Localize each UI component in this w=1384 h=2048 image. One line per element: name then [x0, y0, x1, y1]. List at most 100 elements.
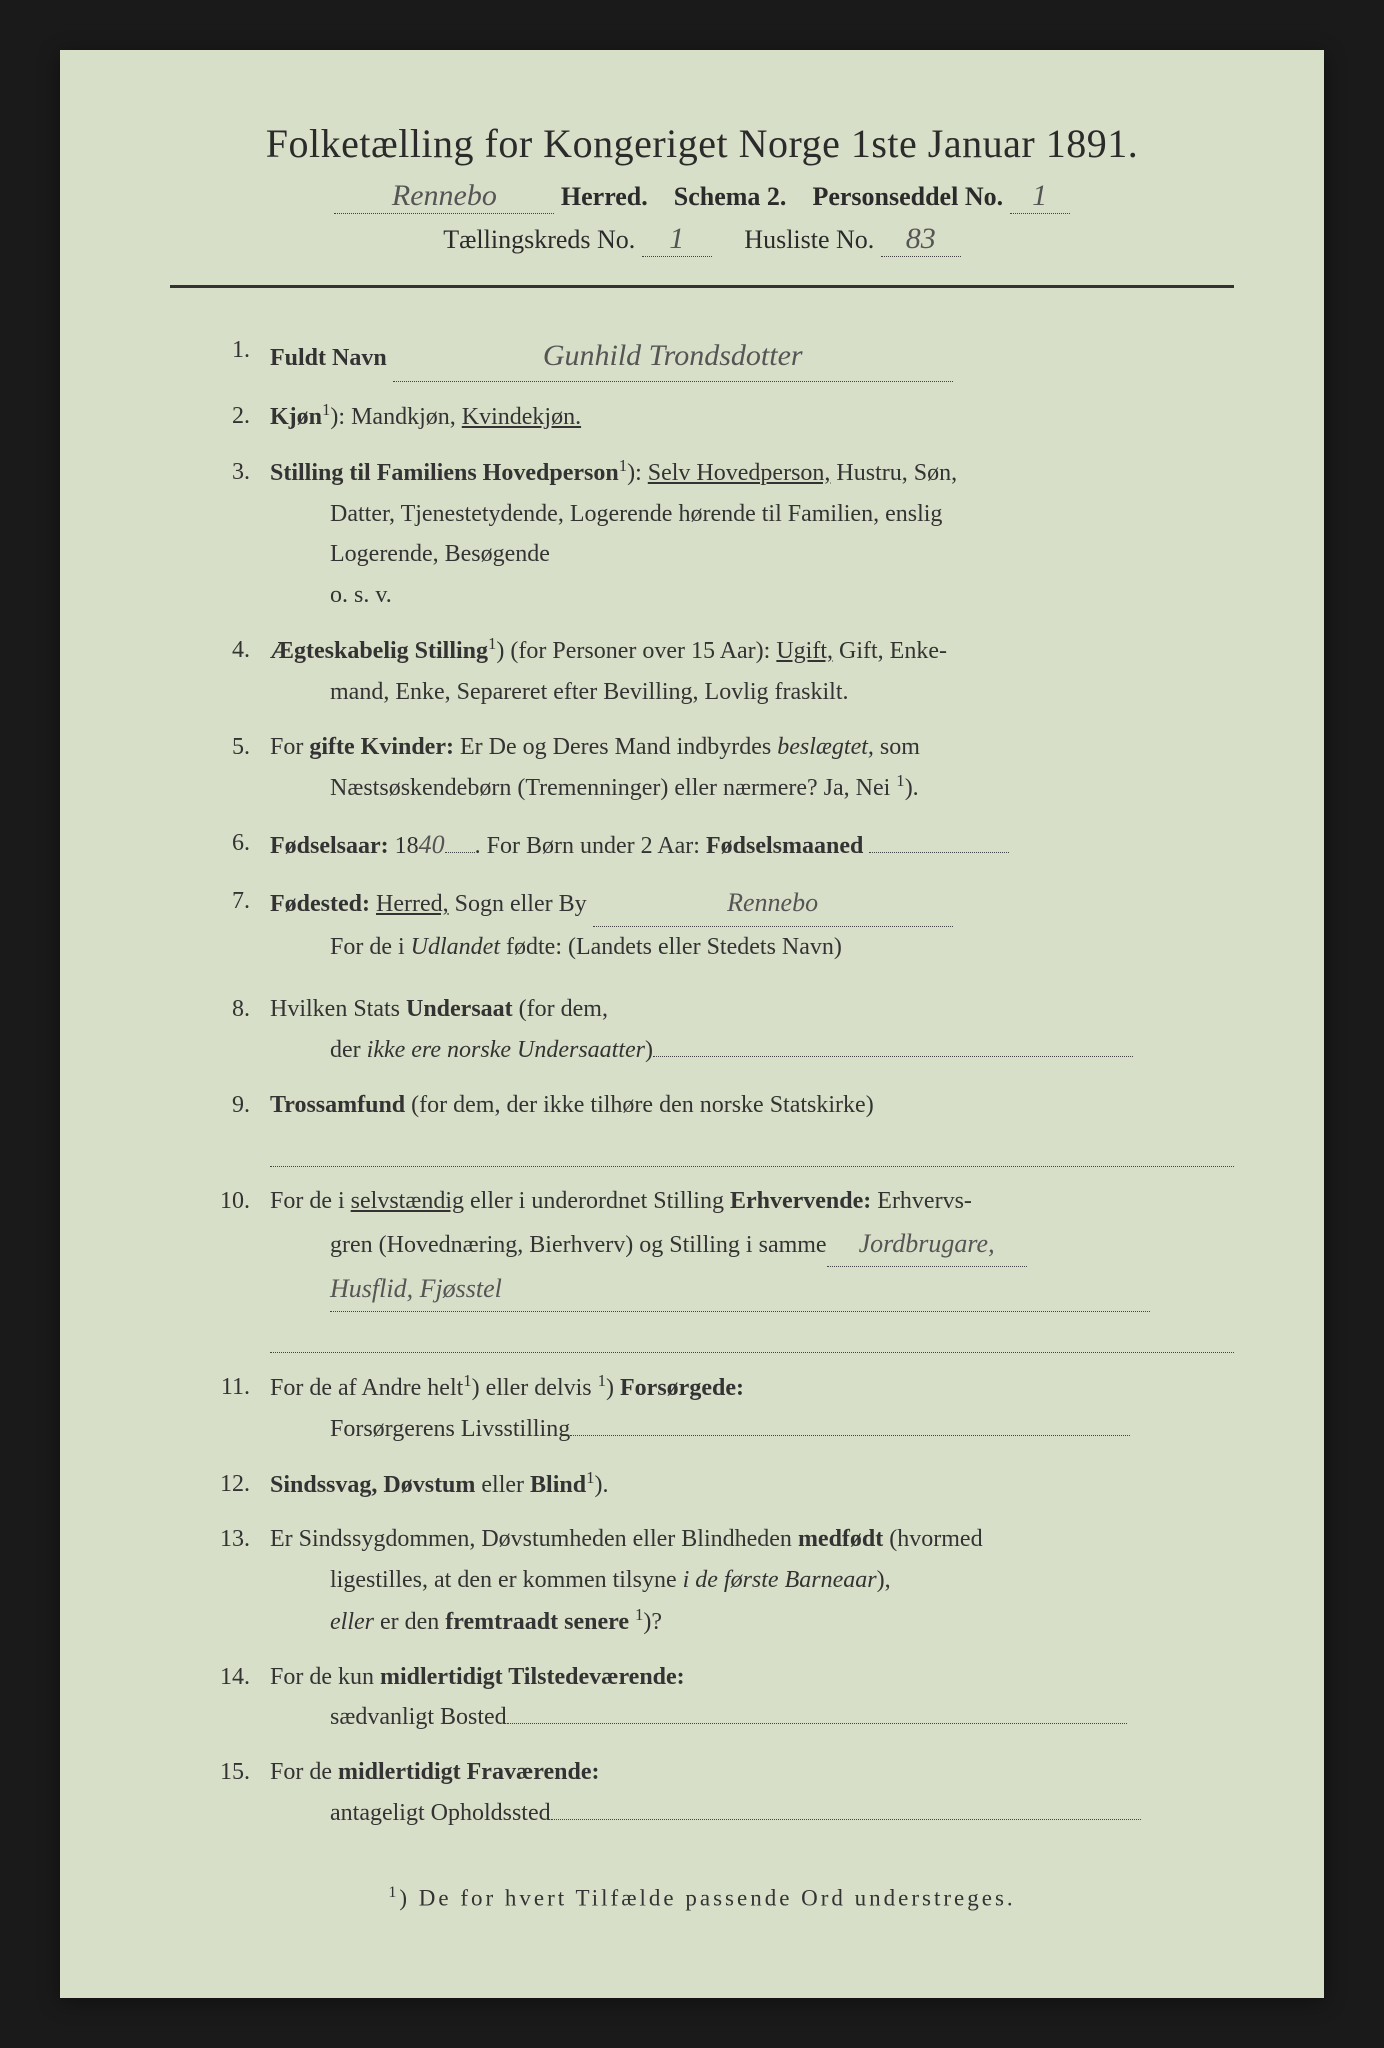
item-text: For de i: [330, 934, 411, 960]
personseddel-label: Personseddel No.: [812, 182, 1003, 211]
item-text: Udlandet: [411, 934, 500, 960]
full-name-hand: Gunhild Trondsdotter: [543, 339, 803, 372]
item-text: som: [874, 734, 920, 760]
sup: 1: [463, 1371, 471, 1390]
selected-option: selvstændig: [351, 1188, 464, 1214]
item-text: Datter, Tjenestetydende, Logerende høren…: [270, 494, 1234, 535]
selected-option: Herred,: [376, 891, 449, 917]
census-form: Folketælling for Kongeriget Norge 1ste J…: [60, 50, 1324, 1998]
item-num: 7.: [200, 881, 250, 922]
item-label: Blind: [530, 1472, 586, 1498]
item-text: For de i: [270, 1188, 351, 1214]
item-label: Kjøn: [270, 404, 322, 430]
page-title: Folketælling for Kongeriget Norge 1ste J…: [170, 120, 1234, 167]
herred-handwritten: Rennebo: [392, 179, 497, 212]
item-text: Er Sindssygdommen, Døvstumheden eller Bl…: [270, 1526, 798, 1552]
item-label: midlertidigt Tilstedeværende:: [380, 1664, 685, 1690]
item-label: Undersaat: [406, 996, 513, 1022]
item-num: 14.: [200, 1657, 250, 1698]
dotted-line: [270, 1130, 1234, 1167]
tellingskreds-label: Tællingskreds No.: [443, 225, 635, 254]
item-6: 6. Fødselsaar: 1840. For Børn under 2 Aa…: [200, 823, 1234, 867]
item-num: 4.: [200, 630, 250, 671]
item-label: Fuldt Navn: [270, 345, 387, 371]
item-text: ikke ere norske Undersaatter: [367, 1037, 645, 1063]
item-text: For: [270, 734, 309, 760]
footnote-text: ) De for hvert Tilfælde passende Ord und…: [399, 1886, 1015, 1911]
item-text: )?: [643, 1609, 662, 1635]
item-1: 1. Fuldt Navn Gunhild Trondsdotter: [200, 330, 1234, 382]
item-text: Mandkjøn,: [351, 404, 462, 430]
item-text: For de af Andre helt: [270, 1375, 463, 1401]
item-text: Næstsøskendebørn (Tremenninger) eller næ…: [330, 775, 896, 801]
item-10: 10. For de i selvstændig eller i underor…: [200, 1181, 1234, 1353]
selected-option: Selv Hovedperson,: [648, 460, 831, 486]
item-num: 3.: [200, 452, 250, 493]
item-text: (for Personer over 15 Aar):: [504, 638, 776, 664]
sup: 1: [388, 1884, 399, 1901]
item-num: 12.: [200, 1464, 250, 1505]
item-text: beslægtet,: [777, 734, 874, 760]
item-text: Erhvervs-: [871, 1188, 972, 1214]
item-label: Forsørgede:: [620, 1375, 744, 1401]
item-num: 1.: [200, 330, 250, 371]
item-text: (for dem, der ikke tilhøre den norske St…: [405, 1092, 874, 1118]
item-text: 18: [389, 833, 419, 859]
sup: 1: [896, 771, 904, 790]
item-text: mand, Enke, Separeret efter Bevilling, L…: [270, 672, 1234, 713]
item-text: ) eller delvis: [472, 1375, 598, 1401]
item-text: der: [330, 1037, 367, 1063]
item-3: 3. Stilling til Familiens Hovedperson1):…: [200, 452, 1234, 616]
herred-label: Herred.: [561, 182, 648, 211]
item-text: eller: [475, 1472, 530, 1498]
item-label: Fødested:: [270, 891, 370, 917]
item-text: fødte: (Landets eller Stedets Navn): [500, 934, 842, 960]
item-11: 11. For de af Andre helt1) eller delvis …: [200, 1367, 1234, 1450]
item-text: ),: [877, 1567, 891, 1593]
form-items: 1. Fuldt Navn Gunhild Trondsdotter 2. Kj…: [200, 330, 1234, 1834]
item-text: ): [645, 1037, 653, 1063]
occupation-hand-1: Jordbrugare,: [859, 1229, 995, 1258]
sup: 1: [322, 400, 330, 419]
item-num: 11.: [200, 1367, 250, 1408]
item-text: For de kun: [270, 1664, 380, 1690]
item-label: Sindssvag, Døvstum: [270, 1472, 475, 1498]
item-label: midlertidigt Fraværende:: [338, 1759, 600, 1785]
item-text: For de: [270, 1759, 338, 1785]
item-text: Sogn eller By: [449, 891, 587, 917]
dotted-line: [270, 1316, 1234, 1353]
header-line-1: Rennebo Herred. Schema 2. Personseddel N…: [170, 179, 1234, 214]
item-text: ligestilles, at den er kommen tilsyne: [330, 1567, 683, 1593]
item-text: eller: [330, 1609, 374, 1635]
item-num: 8.: [200, 989, 250, 1030]
item-8: 8. Hvilken Stats Undersaat (for dem, der…: [200, 989, 1234, 1071]
item-text: sædvanligt Bosted: [330, 1704, 507, 1730]
item-text: Logerende, Besøgende: [270, 534, 1234, 575]
item-text: Gift, Enke-: [833, 638, 947, 664]
item-text: antageligt Opholdssted: [330, 1800, 551, 1826]
item-7: 7. Fødested: Herred, Sogn eller By Renne…: [200, 881, 1234, 967]
item-label: fremtraadt senere: [445, 1609, 635, 1635]
item-text: gren (Hovednæring, Bierhverv) og Stillin…: [330, 1232, 827, 1258]
item-5: 5. For gifte Kvinder: Er De og Deres Man…: [200, 727, 1234, 810]
item-12: 12. Sindssvag, Døvstum eller Blind1).: [200, 1464, 1234, 1506]
item-text: (for dem,: [513, 996, 608, 1022]
item-4: 4. Ægteskabelig Stilling1) (for Personer…: [200, 630, 1234, 713]
husliste-label: Husliste No.: [744, 225, 874, 254]
item-14: 14. For de kun midlertidigt Tilstedevære…: [200, 1657, 1234, 1739]
item-text: ).: [594, 1472, 608, 1498]
item-num: 9.: [200, 1085, 250, 1126]
item-label: Ægteskabelig Stilling: [270, 638, 488, 664]
selected-option: Kvindekjøn.: [462, 404, 581, 430]
item-text: . For Børn under 2 Aar:: [475, 833, 706, 859]
sup: 1: [619, 456, 627, 475]
footnote: 1) De for hvert Tilfælde passende Ord un…: [170, 1884, 1234, 1912]
item-num: 10.: [200, 1181, 250, 1222]
birth-year-hand: 40: [419, 830, 445, 859]
item-num: 2.: [200, 396, 250, 437]
item-num: 6.: [200, 823, 250, 864]
personseddel-no: 1: [1032, 179, 1047, 212]
item-label: Stilling til Familiens Hovedperson: [270, 460, 619, 486]
item-num: 13.: [200, 1519, 250, 1560]
scan-frame: Folketælling for Kongeriget Norge 1ste J…: [0, 0, 1384, 2048]
